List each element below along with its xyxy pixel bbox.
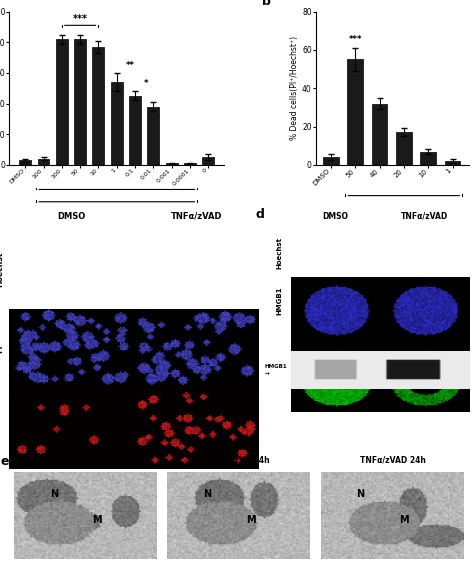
Text: Hoechst: Hoechst [0,251,4,286]
Bar [147,107,159,165]
Bar [202,157,214,165]
Text: TNFα/zVAD: TNFα/zVAD [401,212,448,221]
Bar [19,160,31,165]
Bar [347,59,363,165]
Bar [56,39,68,165]
Text: TNFα/zVAD 24h: TNFα/zVAD 24h [360,455,426,464]
Bar [445,161,460,165]
Bar [92,47,104,165]
Text: ***: *** [348,35,362,44]
Text: e: e [0,455,9,468]
Text: **: ** [126,61,135,70]
Bar [37,159,49,165]
Bar [323,157,339,165]
Text: *: * [144,79,149,88]
Text: DMSO: DMSO [73,455,99,464]
Bar [372,104,387,165]
Text: DMSO: DMSO [58,212,86,221]
Text: TNFα/zVAD: TNFα/zVAD [171,212,222,221]
Text: TNFα/zVAD 4h: TNFα/zVAD 4h [209,455,270,464]
Bar [184,164,196,165]
Bar [111,82,123,165]
Bar [129,96,141,165]
Y-axis label: % Dead cells(PI⁺/Hoechst⁺): % Dead cells(PI⁺/Hoechst⁺) [290,36,299,141]
Text: HMGB1
→: HMGB1 → [264,365,287,375]
Text: ***: *** [73,14,88,24]
Text: HMGB1: HMGB1 [276,287,282,315]
Bar [166,164,178,165]
Text: b: b [263,0,271,9]
Text: d: d [255,208,264,221]
Text: Pi: Pi [0,345,4,353]
Bar [420,151,436,165]
Bar [74,39,86,165]
Bar [396,132,412,165]
Text: DMSO: DMSO [323,212,348,221]
Text: HMGB1: HMGB1 [291,362,319,368]
Text: Hoechst: Hoechst [276,237,282,269]
